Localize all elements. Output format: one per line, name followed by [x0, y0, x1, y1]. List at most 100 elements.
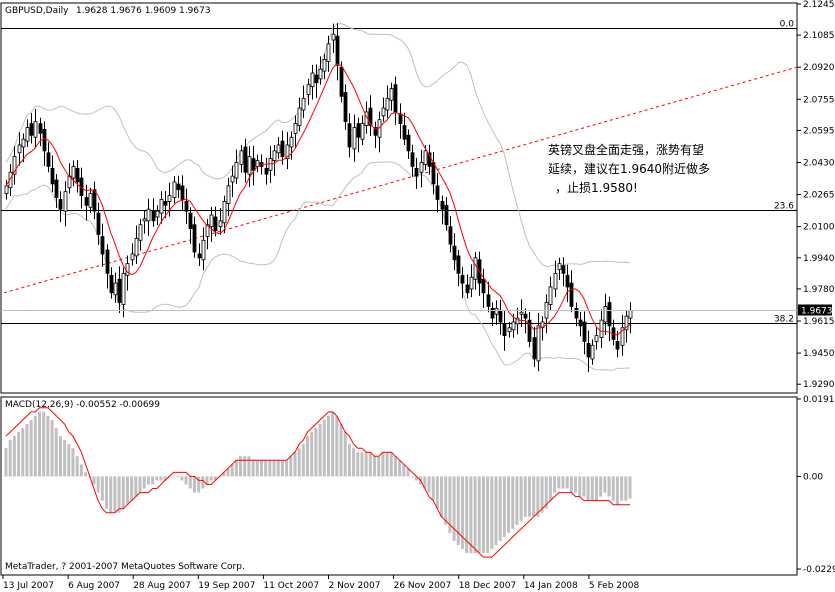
candle-bull	[331, 33, 336, 41]
candle-bull	[473, 257, 478, 280]
candle-bull	[4, 185, 9, 195]
candle-bear	[456, 255, 461, 274]
macd-bar	[293, 452, 297, 477]
macd-bar	[611, 476, 615, 501]
price-tick-label: 2.1245	[803, 0, 835, 10]
macd-bar	[356, 452, 360, 477]
candle-bull	[590, 344, 595, 360]
candle-bear	[151, 210, 156, 222]
candle-bear	[54, 179, 59, 198]
macd-bar	[125, 476, 129, 505]
candle-bear	[314, 74, 319, 84]
candle-bull	[33, 121, 38, 138]
candle-bear	[251, 158, 256, 171]
macd-bar	[410, 476, 414, 478]
candle-bear	[444, 204, 449, 226]
price-pane-frame[interactable]	[0, 2, 798, 394]
candle-bear	[176, 183, 181, 191]
macd-bar	[548, 476, 552, 501]
candle-bull	[125, 263, 130, 276]
macd-bar	[586, 476, 590, 501]
current-price-marker	[798, 304, 832, 316]
macd-bar	[456, 476, 460, 545]
candle-bull	[385, 97, 390, 111]
symbol-label: GBPUSD,Daily	[5, 6, 69, 16]
candle-bull	[557, 263, 562, 270]
macd-bar	[540, 476, 544, 513]
candle-bear	[100, 236, 105, 255]
trade-note-line-2: 延续，建议在1.9640附近做多	[548, 161, 710, 176]
candle-bull	[12, 156, 17, 175]
macd-bar	[498, 476, 502, 541]
trade-note-line-1: 英镑叉盘全面走强，涨势有望	[548, 142, 704, 157]
macd-bar	[527, 476, 531, 517]
candle-bull	[540, 321, 545, 329]
candle-bull	[205, 224, 210, 237]
candle-bear	[532, 337, 537, 360]
candle-bull	[553, 272, 558, 290]
fibonacci-levels[interactable]: 0.0 23.6 38.2	[1, 20, 797, 325]
macd-bar	[628, 476, 632, 499]
fib-label-38-2: 38.2	[774, 315, 794, 325]
price-tick-label: 2.1085	[803, 31, 835, 41]
candle-bear	[414, 167, 419, 177]
macd-tick-label: 0.00	[803, 472, 823, 482]
macd-bar	[322, 419, 326, 477]
candle-bull	[326, 43, 331, 62]
macd-histogram	[4, 411, 632, 554]
candle-bear	[486, 294, 491, 307]
candle-bull	[88, 193, 93, 208]
macd-bar	[192, 476, 196, 493]
macd-bar	[444, 476, 448, 525]
macd-bar	[569, 476, 573, 493]
price-tick-label: 2.0755	[803, 95, 835, 105]
candlestick-series	[4, 23, 633, 373]
candle-bear	[347, 123, 352, 148]
candle-bear	[406, 134, 411, 152]
price-tick-label: 2.0920	[803, 63, 835, 73]
candle-bull	[310, 72, 315, 88]
candle-bull	[71, 165, 76, 179]
macd-bar	[38, 411, 42, 477]
macd-bar	[222, 472, 226, 477]
macd-bar	[176, 476, 180, 478]
macd-signal-line	[5, 407, 630, 558]
candle-bear	[188, 212, 193, 230]
price-tick-label: 2.0595	[803, 126, 835, 136]
macd-bar	[230, 464, 234, 477]
candle-bear	[498, 309, 503, 323]
candle-bear	[398, 113, 403, 125]
macd-bar	[259, 460, 263, 477]
macd-bar	[33, 415, 37, 477]
macd-bar	[117, 476, 121, 513]
candle-bear	[502, 323, 507, 336]
macd-pane-frame[interactable]	[0, 396, 798, 576]
macd-bar	[289, 456, 293, 477]
time-tick-label: 19 Sep 2007	[198, 581, 255, 591]
macd-bar	[502, 476, 506, 537]
macd-bar	[151, 476, 155, 485]
candle-bear	[402, 125, 407, 140]
macd-bar	[21, 428, 25, 477]
candle-bear	[117, 278, 122, 303]
macd-bar	[599, 476, 603, 497]
macd-bar	[138, 476, 142, 493]
candle-bull	[63, 191, 68, 212]
macd-bar	[188, 476, 192, 489]
candle-bull	[25, 127, 30, 142]
macd-bar	[310, 432, 314, 477]
candle-bull	[301, 97, 306, 111]
fib-label-23-6: 23.6	[774, 202, 794, 212]
macd-bar	[331, 411, 335, 477]
candle-bear	[574, 307, 579, 319]
candle-bull	[515, 317, 520, 325]
macd-bar	[142, 476, 146, 489]
dashed-trendline[interactable]	[3, 66, 797, 294]
time-axis: 13 Jul 2007 6 Aug 2007 28 Aug 2007 19 Sep 2…	[2, 575, 639, 591]
candle-bear	[339, 66, 344, 97]
macd-bar	[301, 444, 305, 477]
candle-bull	[272, 150, 277, 161]
macd-bar	[590, 476, 594, 501]
candle-bull	[130, 253, 135, 261]
candle-bull	[594, 335, 599, 342]
